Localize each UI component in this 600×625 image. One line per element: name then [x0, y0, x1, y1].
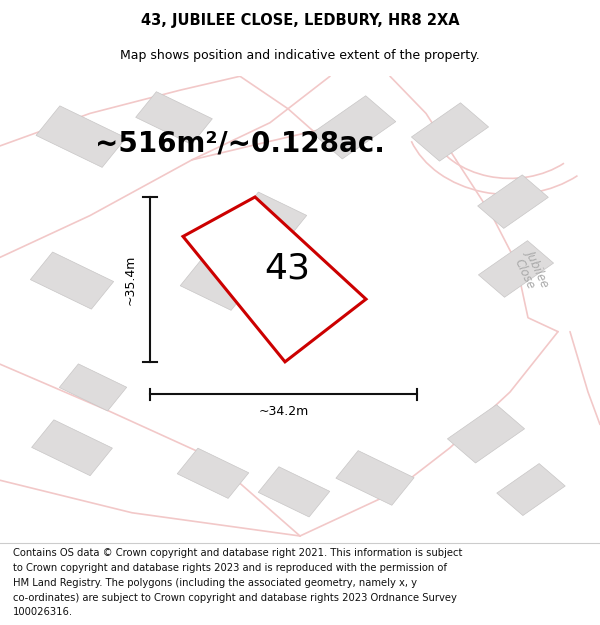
- Text: Jubilee
Close: Jubilee Close: [510, 248, 552, 295]
- Text: Contains OS data © Crown copyright and database right 2021. This information is : Contains OS data © Crown copyright and d…: [13, 548, 463, 558]
- Polygon shape: [478, 241, 554, 298]
- Polygon shape: [478, 175, 548, 228]
- Text: co-ordinates) are subject to Crown copyright and database rights 2023 Ordnance S: co-ordinates) are subject to Crown copyr…: [13, 592, 457, 602]
- Polygon shape: [59, 364, 127, 411]
- Polygon shape: [180, 260, 252, 311]
- Text: HM Land Registry. The polygons (including the associated geometry, namely x, y: HM Land Registry. The polygons (includin…: [13, 578, 417, 587]
- Polygon shape: [32, 420, 112, 476]
- Polygon shape: [183, 197, 366, 362]
- Text: ~516m²/~0.128ac.: ~516m²/~0.128ac.: [95, 129, 385, 158]
- Polygon shape: [412, 102, 488, 161]
- Text: 100026316.: 100026316.: [13, 608, 73, 618]
- Text: 43: 43: [264, 252, 310, 286]
- Polygon shape: [36, 106, 126, 168]
- Polygon shape: [448, 404, 524, 463]
- Text: ~35.4m: ~35.4m: [124, 254, 137, 304]
- Polygon shape: [177, 448, 249, 498]
- Polygon shape: [136, 92, 212, 144]
- Text: Map shows position and indicative extent of the property.: Map shows position and indicative extent…: [120, 49, 480, 62]
- Polygon shape: [497, 464, 565, 516]
- Polygon shape: [239, 192, 307, 239]
- Text: to Crown copyright and database rights 2023 and is reproduced with the permissio: to Crown copyright and database rights 2…: [13, 563, 447, 573]
- Polygon shape: [31, 252, 113, 309]
- Text: 43, JUBILEE CLOSE, LEDBURY, HR8 2XA: 43, JUBILEE CLOSE, LEDBURY, HR8 2XA: [140, 13, 460, 28]
- Polygon shape: [312, 96, 396, 159]
- Text: ~34.2m: ~34.2m: [259, 404, 308, 418]
- Polygon shape: [336, 451, 414, 505]
- Polygon shape: [258, 467, 330, 517]
